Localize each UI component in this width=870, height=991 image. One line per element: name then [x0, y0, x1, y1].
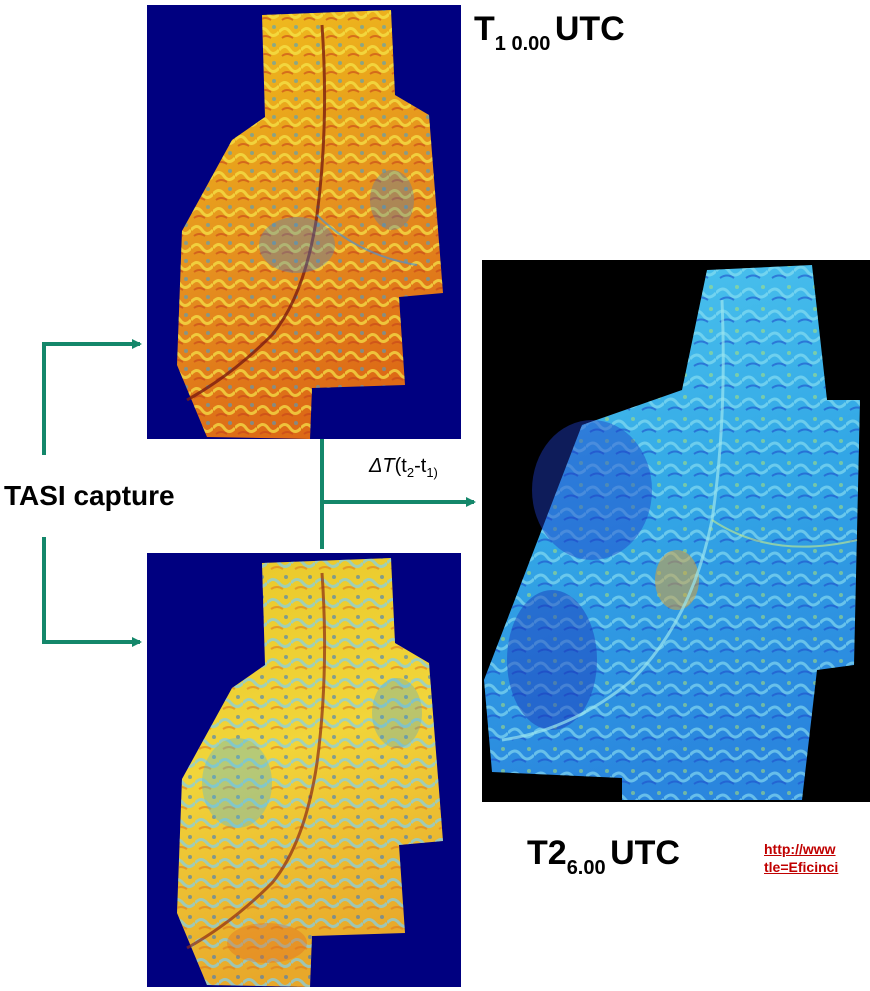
capture-arrow-bottom: [42, 537, 142, 647]
thermal-difference-footprint: [484, 265, 860, 800]
tasi-capture-label: TASI capture: [4, 480, 175, 511]
source-link-line-2[interactable]: tle=Eficinci: [764, 859, 839, 875]
t2-time-label: T26.00 UTC: [527, 834, 680, 880]
t1-time-label: T1 0.00 UTC: [474, 10, 625, 56]
thermal-map-t1: [147, 5, 461, 439]
thermal-map-t2-footprint: [177, 558, 443, 987]
source-link[interactable]: http://www tle=Eficinci: [764, 840, 870, 876]
t2-main: T2: [527, 834, 567, 872]
capture-arrow-top: [42, 339, 142, 455]
t1-suffix: UTC: [554, 10, 625, 48]
thermal-difference-map: [482, 260, 870, 802]
delta-sub-2: 2: [406, 465, 415, 480]
delta-mid: -t: [414, 455, 427, 477]
delta-sub-1: 1): [426, 465, 438, 480]
delta-symbol: ΔT: [369, 455, 395, 477]
t1-main: T: [474, 10, 495, 48]
thermal-map-t1-footprint: [177, 10, 443, 439]
t2-subscript: 6.00: [566, 857, 606, 879]
t1-subscript: 1 0.00: [494, 33, 551, 55]
delta-open: (t: [394, 455, 407, 477]
delta-t-label: ΔT(t2-t1): [369, 455, 438, 480]
thermal-map-t2: [147, 553, 461, 987]
source-link-line-1[interactable]: http://www: [764, 841, 836, 857]
t2-suffix: UTC: [610, 834, 680, 872]
